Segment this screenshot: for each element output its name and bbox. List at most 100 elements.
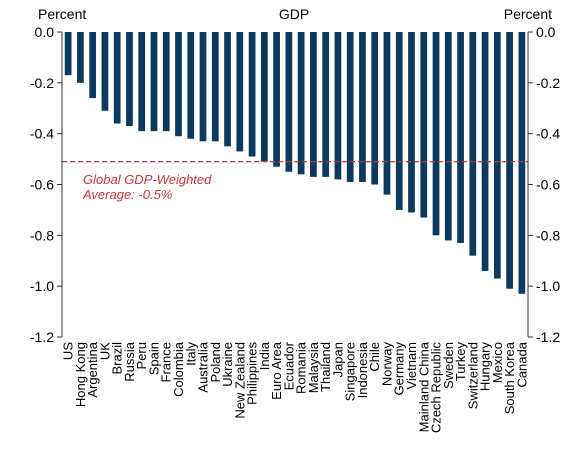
category-label-10: Italy (183, 342, 198, 366)
category-label-29: Mainland China (416, 341, 431, 432)
category-label-11: Australia (196, 341, 211, 392)
right-axis-unit-label: Percent (504, 6, 552, 22)
bar-21 (322, 32, 330, 177)
category-label-7: Spain (146, 342, 161, 375)
category-label-19: Romania (294, 341, 309, 394)
bar-37 (518, 32, 526, 294)
bar-9 (175, 32, 182, 137)
bar-5 (126, 32, 133, 127)
category-label-12: Poland (208, 342, 223, 382)
category-label-3: UK (97, 342, 112, 360)
bar-13 (224, 32, 231, 147)
category-label-1: Hong Kong (73, 342, 88, 407)
left-tick-label-5: -1.0 (30, 278, 54, 294)
category-label-34: Hungary (478, 342, 493, 392)
category-label-21: Thailand (318, 342, 333, 392)
bar-0 (64, 32, 72, 76)
bar-20 (310, 32, 317, 177)
chart-title: GDP (279, 6, 309, 22)
right-tick-label-1: -0.2 (536, 75, 560, 91)
category-label-22: Japan (330, 342, 345, 377)
bar-15 (248, 32, 256, 157)
bar-3 (101, 32, 109, 111)
bar-16 (260, 32, 268, 162)
category-label-15: Philippines (245, 342, 260, 405)
right-tick-label-5: -1.0 (536, 278, 560, 294)
category-label-30: Czech Republic (429, 342, 444, 434)
bar-6 (138, 32, 146, 132)
bar-19 (297, 32, 305, 175)
category-label-24: Indonesia (355, 341, 370, 398)
left-axis-unit-label: Percent (38, 6, 86, 22)
bar-33 (469, 32, 477, 256)
bar-24 (359, 32, 366, 182)
category-label-26: Norway (379, 342, 394, 387)
bar-30 (432, 32, 440, 236)
category-label-17: Euro Area (269, 341, 284, 400)
bar-34 (481, 32, 489, 271)
category-label-4: Brazil (110, 342, 125, 375)
bar-14 (236, 32, 244, 152)
bar-28 (408, 32, 415, 213)
category-label-32: Turkey (453, 342, 468, 382)
average-annotation-line-1: Global GDP-Weighted (83, 172, 212, 187)
category-label-25: Chile (367, 342, 382, 372)
left-tick-label-2: -0.4 (30, 126, 54, 142)
left-tick-label-3: -0.6 (30, 177, 54, 193)
category-label-2: Argentina (85, 341, 100, 397)
right-tick-label-0: 0.0 (536, 24, 556, 40)
bar-17 (273, 32, 280, 167)
category-label-0: US (61, 342, 76, 360)
left-tick-label-6: -1.2 (30, 329, 54, 345)
category-label-37: Canada (514, 341, 529, 387)
bars-layer (64, 32, 526, 294)
category-label-5: Russia (122, 341, 137, 382)
bar-10 (187, 32, 195, 139)
category-label-31: Sweden (441, 342, 456, 389)
bar-26 (383, 32, 391, 195)
bar-29 (420, 32, 428, 218)
category-label-13: Ukraine (220, 342, 235, 387)
bar-32 (457, 32, 464, 243)
category-label-14: New Zealand (232, 342, 247, 419)
right-tick-label-3: -0.6 (536, 177, 560, 193)
left-tick-label-0: 0.0 (35, 24, 55, 40)
tick-labels-layer: 0.0 0.0 -0.2 -0.2 -0.4 -0.4 -0.6 -0.6 -0.8 -0.8 -1… (30, 24, 560, 345)
bar-7 (150, 32, 158, 132)
bar-11 (199, 32, 207, 142)
bar-8 (162, 32, 170, 132)
category-label-36: South Korea (502, 341, 517, 414)
category-label-35: Mexico (490, 342, 505, 383)
bar-27 (395, 32, 403, 210)
category-label-23: Singapore (343, 342, 358, 401)
category-label-8: France (159, 342, 174, 382)
bar-4 (113, 32, 121, 124)
left-tick-label-1: -0.2 (30, 75, 54, 91)
right-tick-label-6: -1.2 (536, 329, 560, 345)
category-label-33: Switzerland (465, 342, 480, 409)
category-label-28: Vietnam (404, 342, 419, 389)
category-label-6: Peru (134, 342, 149, 369)
bar-1 (77, 32, 84, 83)
category-label-9: Colombia (171, 341, 186, 397)
category-label-27: Germany (392, 342, 407, 396)
bar-25 (371, 32, 379, 185)
bar-18 (285, 32, 293, 172)
category-label-16: India (257, 341, 272, 370)
average-annotation-line-2: Average: -0.5% (82, 187, 172, 202)
right-tick-label-2: -0.4 (536, 126, 560, 142)
bar-36 (506, 32, 513, 289)
bar-22 (334, 32, 342, 180)
bar-12 (211, 32, 219, 142)
bar-31 (444, 32, 452, 241)
category-label-18: Ecuador (281, 341, 296, 390)
bar-35 (493, 32, 501, 279)
right-tick-label-4: -0.8 (536, 227, 560, 243)
bar-23 (346, 32, 354, 182)
category-label-20: Malaysia (306, 341, 321, 393)
bar-2 (89, 32, 97, 99)
left-tick-label-4: -0.8 (30, 227, 54, 243)
